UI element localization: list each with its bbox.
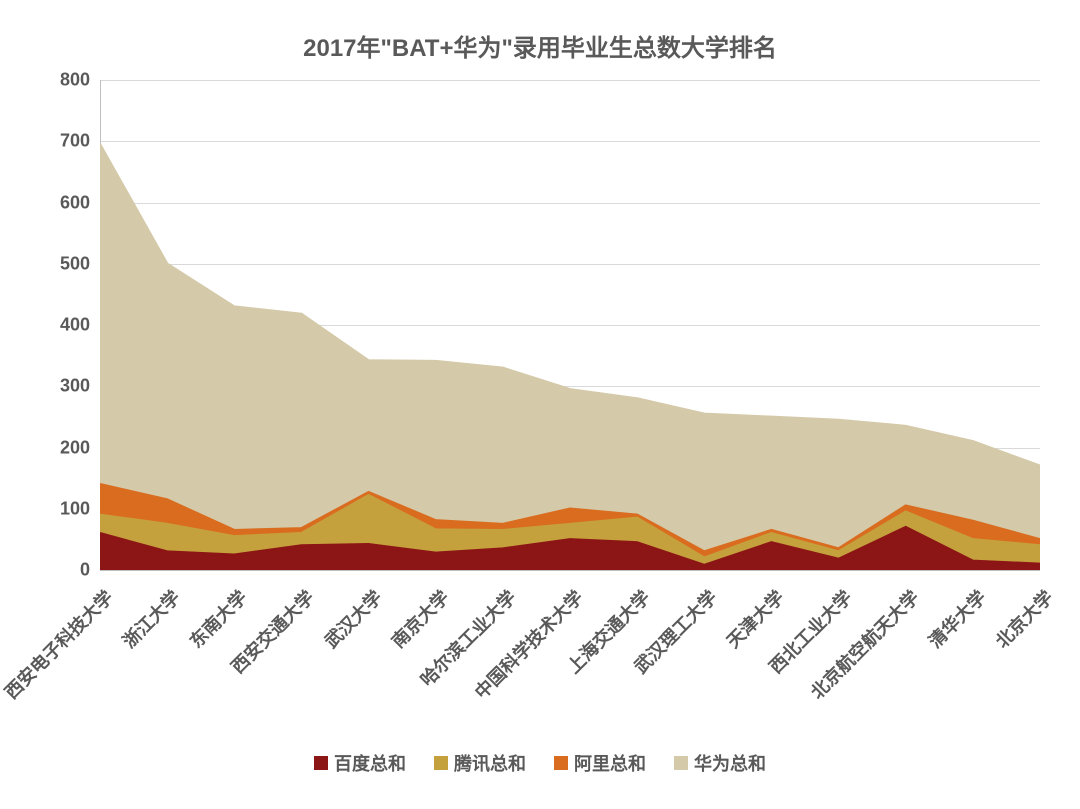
area-huawei: [100, 144, 1040, 551]
y-tick-label: 100: [60, 498, 100, 519]
x-axis-line: [100, 570, 1040, 571]
legend-label: 阿里总和: [574, 750, 646, 776]
legend-swatch: [314, 756, 328, 770]
legend-label: 华为总和: [694, 750, 766, 776]
chart-title: 2017年"BAT+华为"录用毕业生总数大学排名: [0, 28, 1080, 63]
y-tick-label: 600: [60, 192, 100, 213]
legend-label: 百度总和: [334, 750, 406, 776]
stacked-area-svg: [100, 80, 1040, 570]
legend-label: 腾讯总和: [454, 750, 526, 776]
legend-item-ali: 阿里总和: [554, 750, 646, 776]
y-tick-label: 300: [60, 376, 100, 397]
y-tick-label: 0: [80, 560, 100, 581]
legend-item-baidu: 百度总和: [314, 750, 406, 776]
legend-item-tencent: 腾讯总和: [434, 750, 526, 776]
legend-swatch: [554, 756, 568, 770]
y-tick-label: 200: [60, 437, 100, 458]
chart-container: 2017年"BAT+华为"录用毕业生总数大学排名 010020030040050…: [0, 0, 1080, 809]
legend-swatch: [674, 756, 688, 770]
legend-swatch: [434, 756, 448, 770]
y-tick-label: 800: [60, 70, 100, 91]
plot-area: 0100200300400500600700800西安电子科技大学浙江大学东南大…: [100, 80, 1040, 570]
y-tick-label: 500: [60, 253, 100, 274]
y-tick-label: 400: [60, 315, 100, 336]
y-tick-label: 700: [60, 131, 100, 152]
legend: 百度总和 腾讯总和 阿里总和 华为总和: [0, 750, 1080, 776]
legend-item-huawei: 华为总和: [674, 750, 766, 776]
